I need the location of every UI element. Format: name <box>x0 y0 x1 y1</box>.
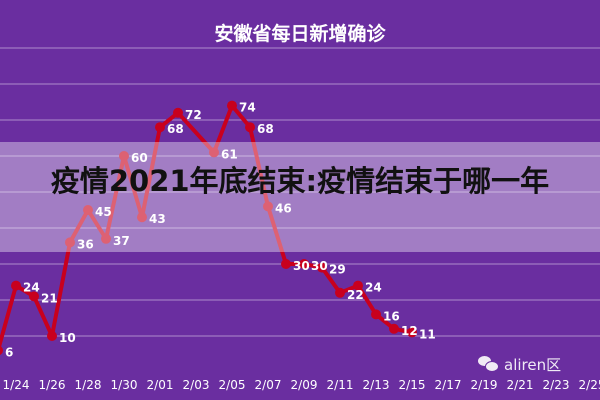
data-point <box>11 280 21 291</box>
x-tick-label: 2/09 <box>291 378 318 392</box>
data-point <box>83 205 93 215</box>
data-point <box>101 233 111 244</box>
data-label: 68 <box>167 122 184 136</box>
headline-overlay-band <box>0 142 600 252</box>
watermark-text: aliren区 <box>504 355 562 374</box>
watermark: aliren区 <box>478 353 561 375</box>
data-label: 10 <box>59 331 76 345</box>
data-label: 6 <box>5 345 13 359</box>
data-point <box>119 151 129 161</box>
data-point <box>281 259 291 269</box>
data-label: 74 <box>239 101 256 115</box>
x-tick-label: 2/11 <box>327 378 354 392</box>
data-label: 12 <box>401 324 418 338</box>
x-tick-label: 2/01 <box>147 378 174 392</box>
x-tick-label: 2/25 <box>579 378 600 392</box>
data-label: 45 <box>95 205 112 219</box>
data-label: 60 <box>131 151 148 165</box>
data-label: 37 <box>113 234 130 248</box>
series-points <box>0 100 417 355</box>
data-label: 11 <box>419 327 436 341</box>
x-tick-label: 2/05 <box>219 378 246 392</box>
x-tick-label: 1/26 <box>39 378 66 392</box>
x-tick-label: 2/15 <box>399 378 426 392</box>
data-label: 68 <box>257 122 274 136</box>
data-point <box>371 309 381 320</box>
data-point <box>227 100 237 111</box>
data-label: 30 <box>311 259 328 273</box>
data-point <box>173 107 183 118</box>
data-label: 46 <box>275 201 292 215</box>
x-tick-label: 2/19 <box>471 378 498 392</box>
wechat-icon <box>478 356 499 372</box>
data-label: 36 <box>77 237 94 251</box>
gridlines <box>0 47 600 337</box>
data-point <box>353 280 363 291</box>
data-point <box>299 259 309 269</box>
data-point <box>0 345 3 355</box>
data-label: 61 <box>221 147 238 161</box>
data-label: 24 <box>365 281 382 295</box>
data-point <box>317 262 327 273</box>
data-point <box>47 331 57 341</box>
x-tick-label: 2/13 <box>363 378 390 392</box>
data-point <box>137 212 147 223</box>
data-label: 16 <box>383 309 400 323</box>
data-point <box>245 122 255 133</box>
x-tick-label: 1/24 <box>3 378 30 392</box>
data-point <box>155 122 165 133</box>
data-point <box>263 201 273 212</box>
x-tick-label: 1/30 <box>111 378 138 392</box>
data-label: 24 <box>23 281 40 295</box>
data-point <box>389 323 399 334</box>
x-tick-label: 2/17 <box>435 378 462 392</box>
data-point <box>29 291 39 302</box>
x-tick-label: 1/28 <box>75 378 102 392</box>
data-label: 72 <box>185 108 202 122</box>
x-tick-label: 2/03 <box>183 378 210 392</box>
data-label: 29 <box>329 263 346 277</box>
data-label: 22 <box>347 288 364 302</box>
x-tick-label: 2/21 <box>507 378 534 392</box>
data-label: 30 <box>293 259 310 273</box>
data-label: 21 <box>41 291 58 305</box>
headline-text: 疫情2021年底结束:疫情结束于哪一年 <box>50 164 550 198</box>
x-tick-label: 2/07 <box>255 378 282 392</box>
data-label: 43 <box>149 212 166 226</box>
chart-title: 安徽省每日新增确诊 <box>214 22 386 45</box>
x-tick-label: 2/23 <box>543 378 570 392</box>
data-point <box>65 237 75 248</box>
x-axis-ticks: 1/24 1/26 1/28 1/30 2/01 2/03 2/05 2/07 2/09 2/11… <box>3 378 600 392</box>
data-point <box>209 147 219 158</box>
data-point <box>335 287 345 298</box>
data-point <box>407 327 417 338</box>
